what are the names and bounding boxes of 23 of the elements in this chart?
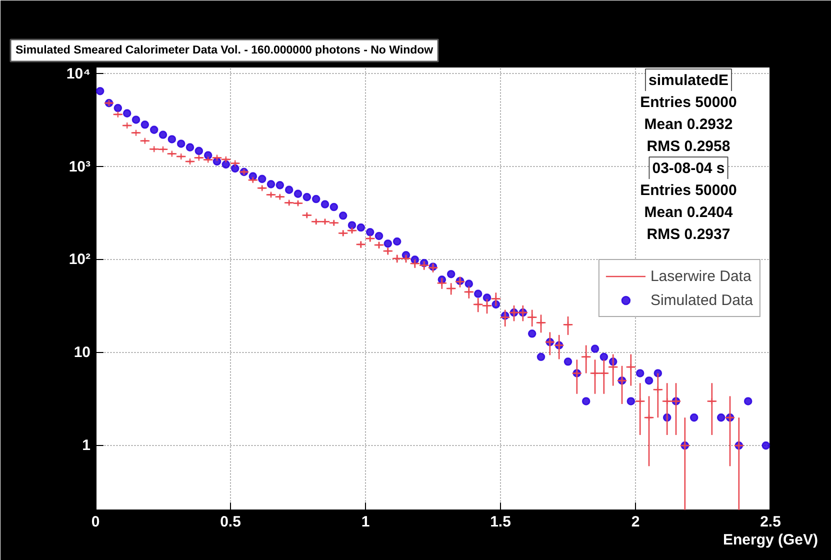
annotation: Entries 50000 (640, 182, 737, 199)
annotation: simulatedE (648, 72, 729, 89)
annotation: Entries 50000 (640, 94, 737, 111)
chart-title: Simulated Smeared Calorimeter Data Vol. - 160.000000 photons - No Window (16, 44, 434, 56)
x-axis-title: Energy (GeV) (722, 532, 818, 548)
x-tick-label: 1.5 (490, 514, 511, 530)
y-tick-label: 10 (74, 344, 91, 362)
y-tick-label: 10⁴ (66, 65, 91, 82)
annotation: 03-08-04 s (652, 160, 725, 177)
y-tick-label: 1 (82, 437, 90, 454)
y-tick-label: 10² (68, 251, 91, 268)
legend-label: Laserwire Data (650, 268, 752, 284)
annotation: RMS 0.2958 (646, 138, 730, 155)
annotation: RMS 0.2937 (646, 226, 730, 243)
x-tick-label: 0.5 (220, 514, 241, 530)
y-tick-label: 10³ (68, 158, 91, 176)
x-tick-label: 1 (361, 514, 370, 530)
x-tick-label: 0 (91, 514, 100, 530)
x-tick-label: 2.5 (760, 514, 781, 530)
legend-label: Simulated Data (650, 292, 753, 308)
annotation: Mean 0.2404 (644, 204, 734, 221)
x-tick-label: 2 (631, 514, 640, 530)
annotation: Mean 0.2932 (644, 116, 733, 133)
